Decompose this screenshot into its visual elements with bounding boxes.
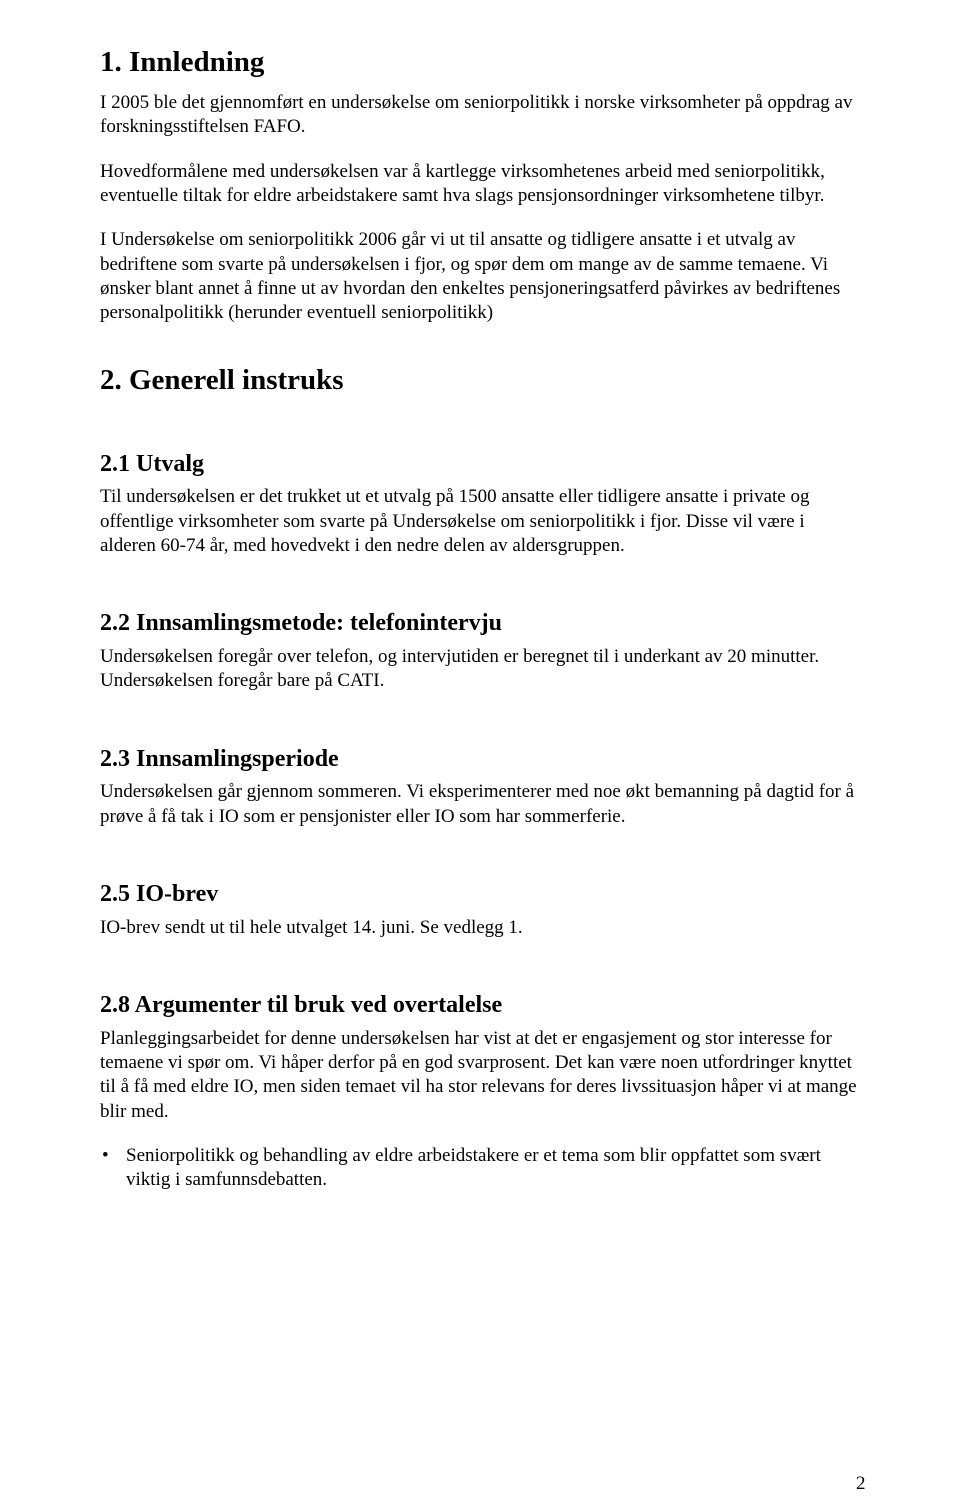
section-2-8-para: Planleggingsarbeidet for denne undersøke… — [100, 1027, 860, 1124]
section-2-2-heading: 2.2 Innsamlingsmetode: telefonintervju — [100, 608, 860, 639]
section-1-para-1: I 2005 ble det gjennomført en undersøkel… — [100, 91, 860, 140]
section-1-heading: 1. Innledning — [100, 44, 860, 81]
bullet-item: Seniorpolitikk og behandling av eldre ar… — [100, 1144, 860, 1193]
section-2-5-heading: 2.5 IO-brev — [100, 879, 860, 910]
section-2-heading: 2. Generell instruks — [100, 362, 860, 399]
section-2-2-para: Undersøkelsen foregår over telefon, og i… — [100, 645, 860, 694]
section-2-8-bullets: Seniorpolitikk og behandling av eldre ar… — [100, 1144, 860, 1193]
section-2-8-heading: 2.8 Argumenter til bruk ved overtalelse — [100, 990, 860, 1021]
section-2-1-heading: 2.1 Utvalg — [100, 449, 860, 480]
section-2-3-para: Undersøkelsen går gjennom sommeren. Vi e… — [100, 780, 860, 829]
page-number: 2 — [856, 1472, 866, 1496]
section-1-para-3: I Undersøkelse om seniorpolitikk 2006 gå… — [100, 228, 860, 325]
section-2-3-heading: 2.3 Innsamlingsperiode — [100, 744, 860, 775]
section-2-5-para: IO-brev sendt ut til hele utvalget 14. j… — [100, 916, 860, 940]
section-1-para-2: Hovedformålene med undersøkelsen var å k… — [100, 160, 860, 209]
section-2-1-para: Til undersøkelsen er det trukket ut et u… — [100, 485, 860, 558]
